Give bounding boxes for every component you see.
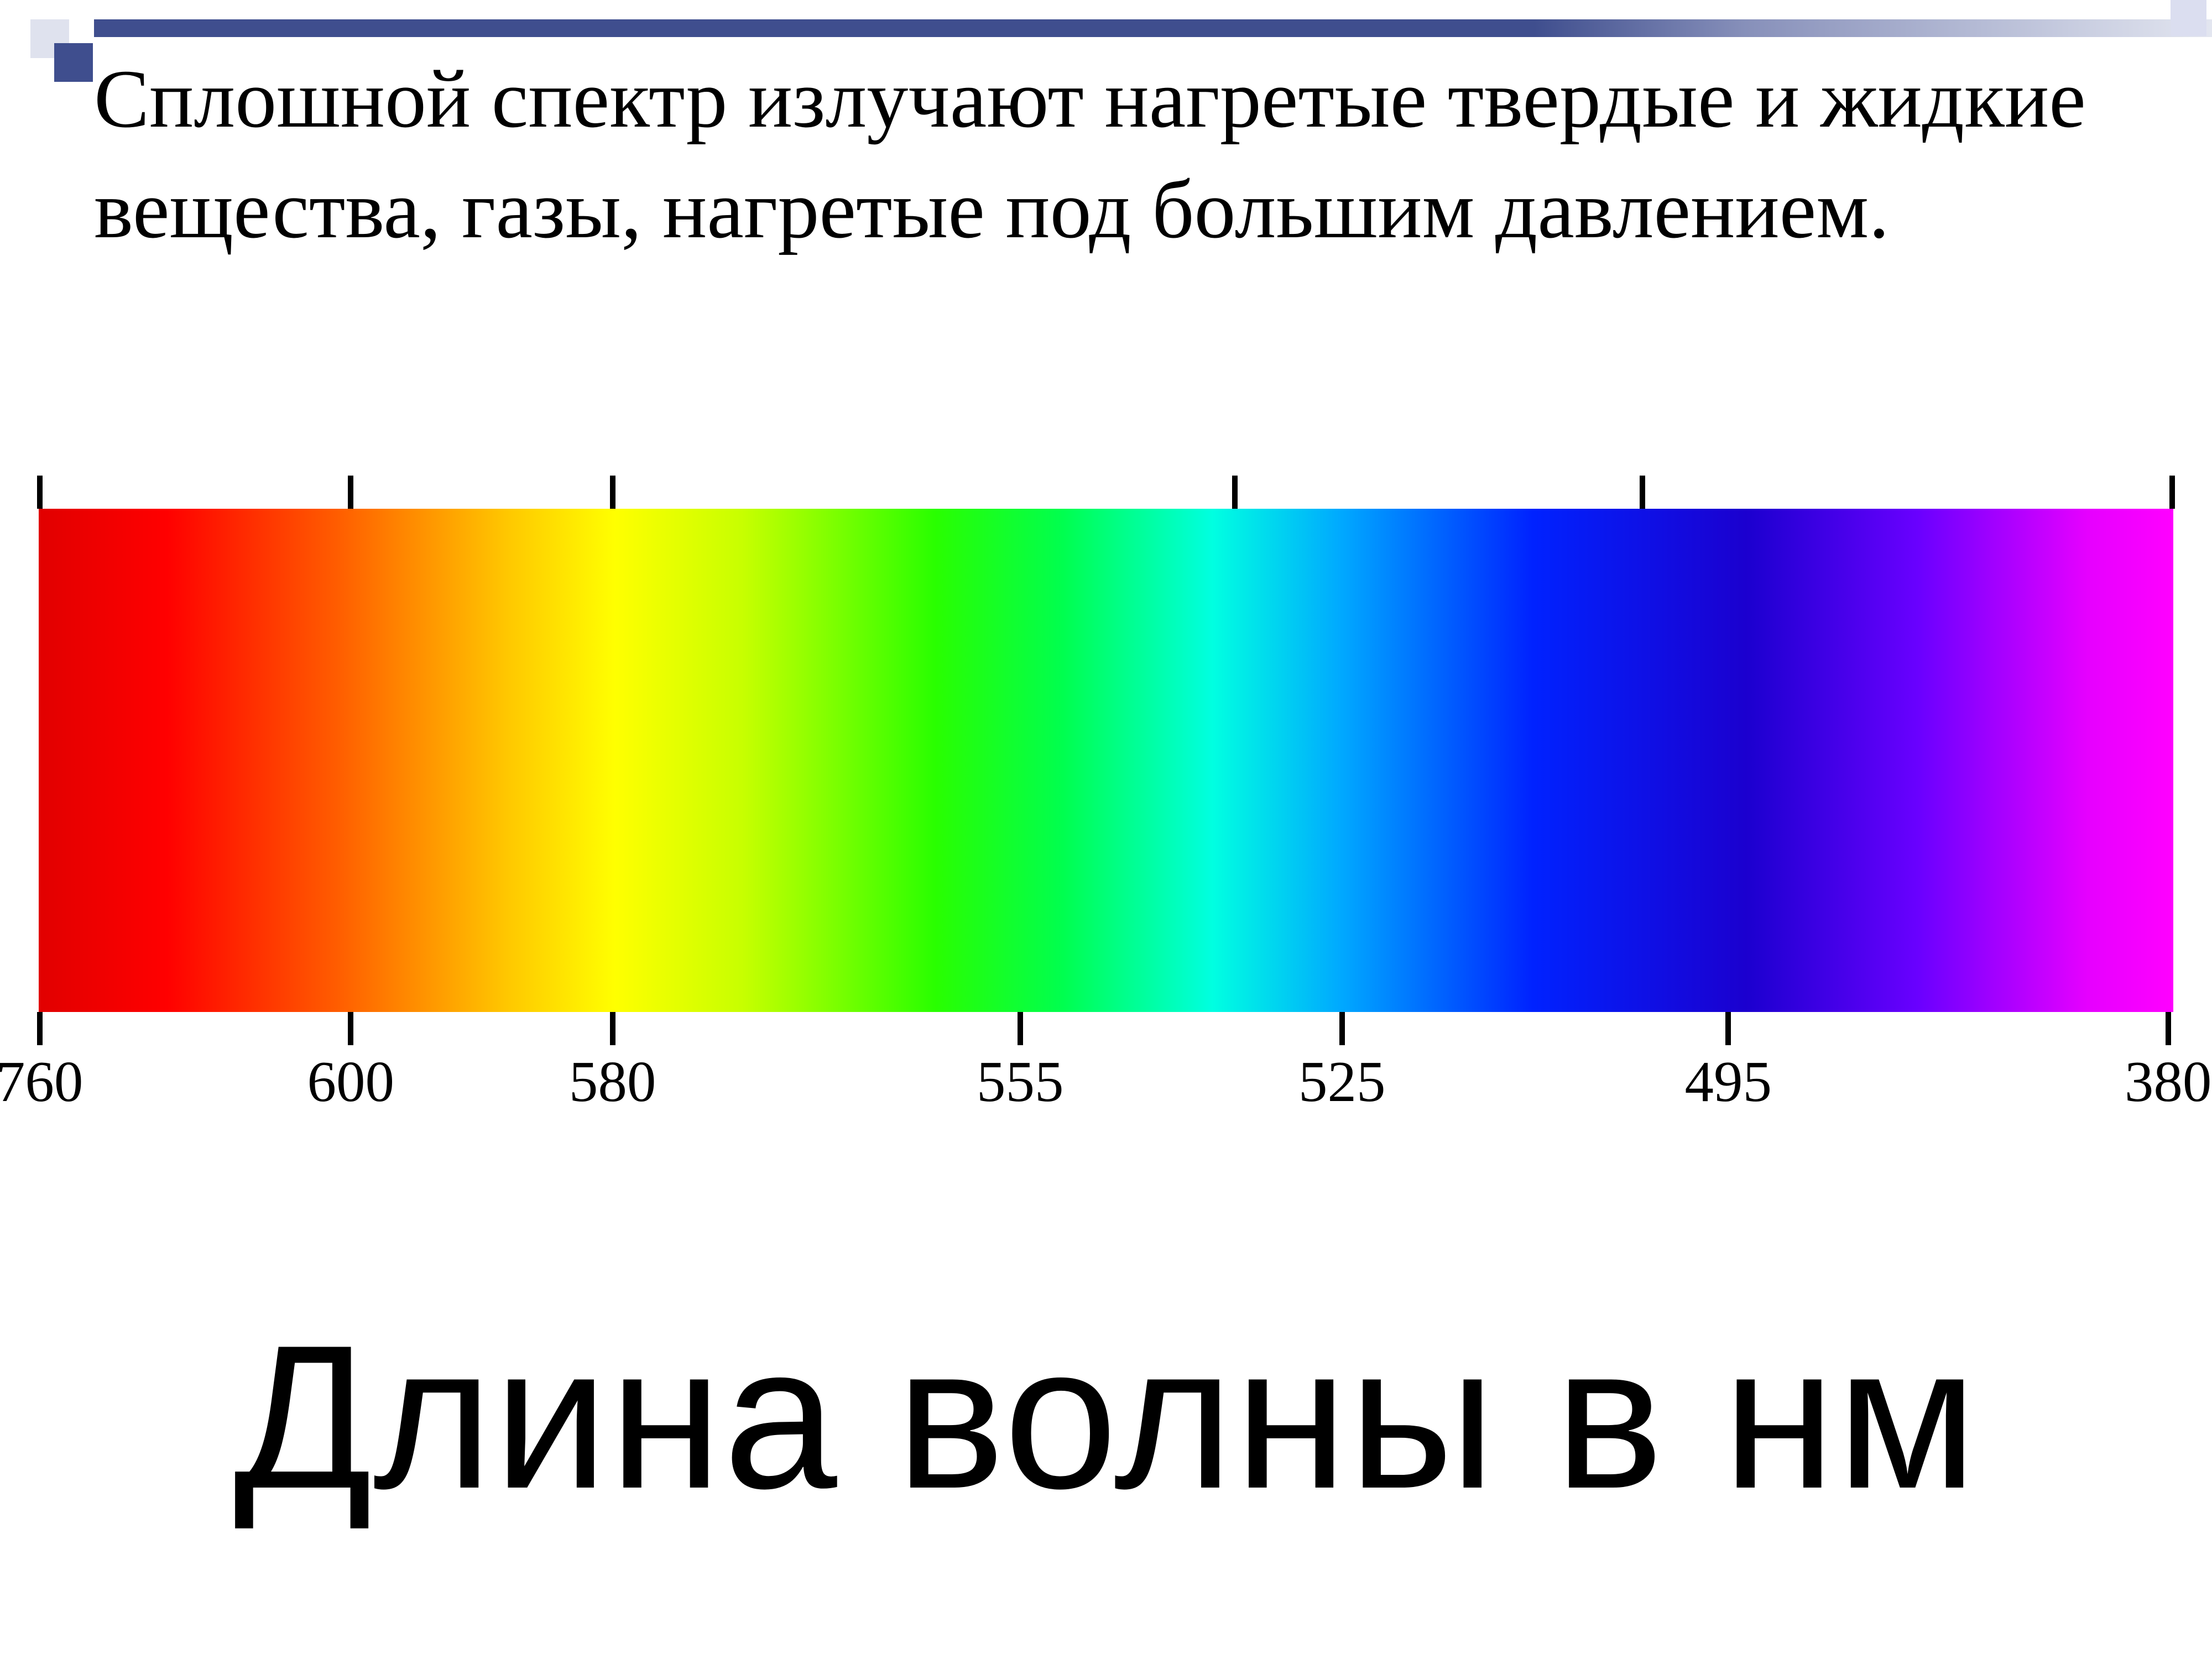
bottom-tick	[610, 1012, 615, 1045]
tick-label: 380	[2125, 1048, 2212, 1115]
tick-label: 495	[1684, 1048, 1772, 1115]
decoration-square-right	[2171, 0, 2206, 36]
bottom-tick	[348, 1012, 353, 1045]
tick-label: 555	[977, 1048, 1064, 1115]
tick-label: 600	[307, 1048, 394, 1115]
spectrum-chart: 760600580555525495380	[33, 476, 2179, 1045]
axis-title: Длина волны в нм	[0, 1300, 2212, 1535]
bottom-tick	[37, 1012, 43, 1045]
tick-label: 525	[1298, 1048, 1386, 1115]
bottom-ticks	[33, 1012, 2179, 1045]
top-tick	[610, 476, 615, 509]
bottom-tick	[2166, 1012, 2171, 1045]
decoration-bar	[94, 19, 2212, 37]
chart-area	[33, 476, 2179, 1045]
tick-label: 760	[0, 1048, 83, 1115]
bottom-tick	[1018, 1012, 1023, 1045]
decoration-square-dark	[54, 43, 93, 82]
top-tick	[2169, 476, 2175, 509]
slide-text: Сплошной спектр излучают нагретые тверды…	[94, 44, 2112, 265]
top-tick	[1640, 476, 1645, 509]
top-tick	[348, 476, 353, 509]
bottom-tick	[1725, 1012, 1731, 1045]
top-ticks	[33, 476, 2179, 509]
decoration-square-light	[30, 19, 69, 58]
spectrum-bar	[39, 509, 2173, 1012]
tick-label: 580	[569, 1048, 656, 1115]
top-tick	[37, 476, 43, 509]
bottom-tick	[1339, 1012, 1345, 1045]
top-tick	[1232, 476, 1238, 509]
